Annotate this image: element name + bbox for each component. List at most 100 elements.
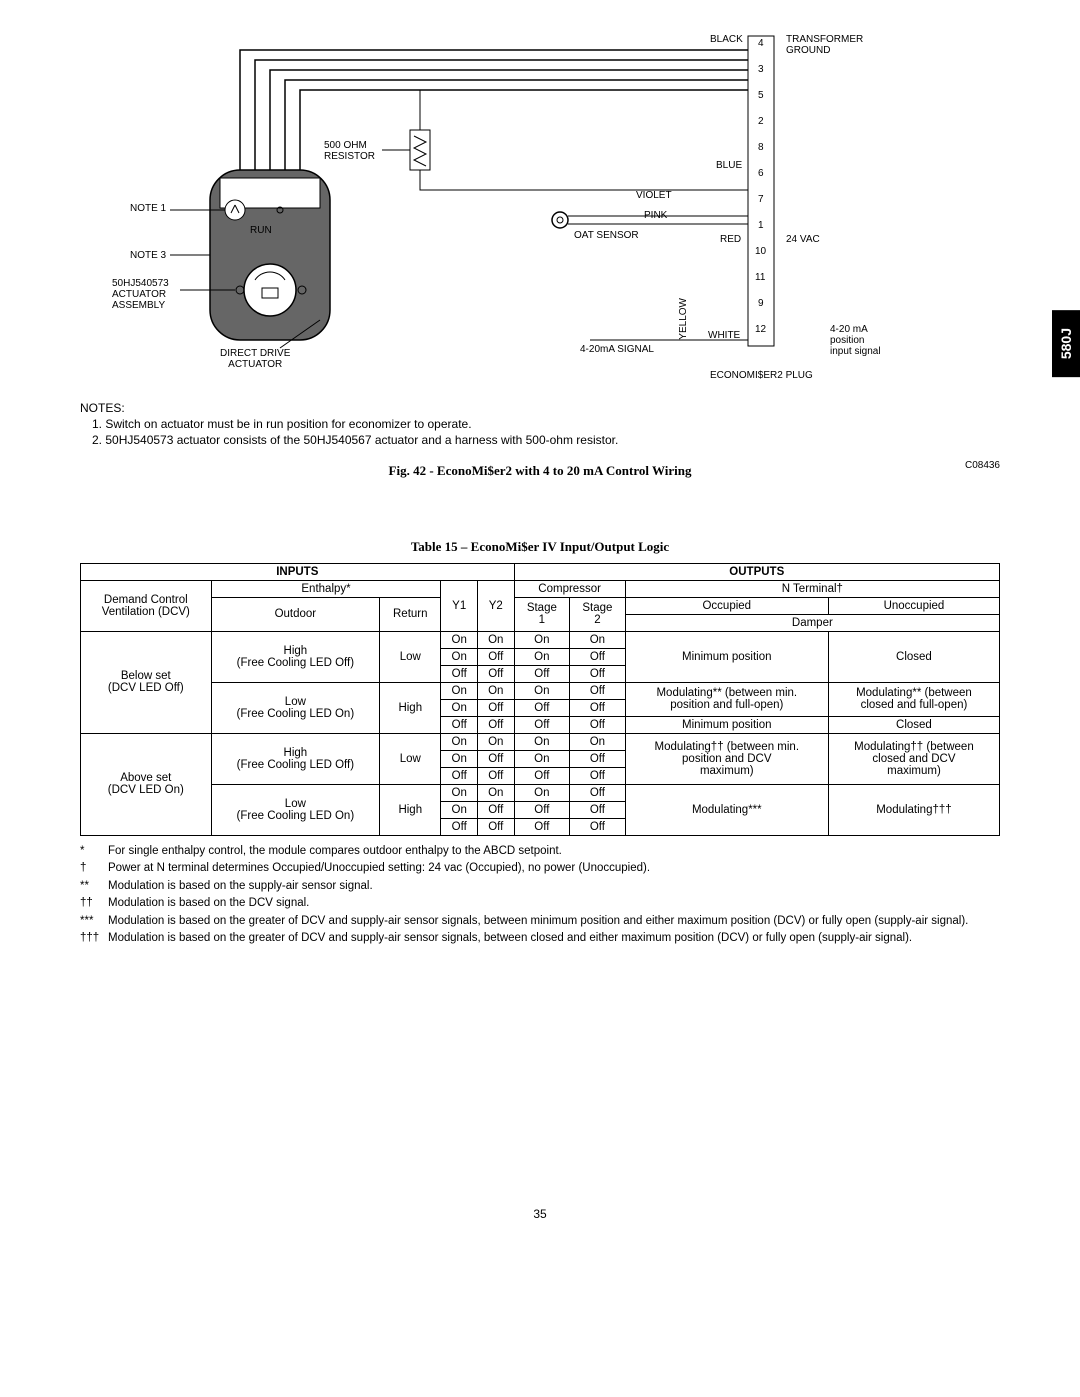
out-mod-closedfull: Modulating** (between closed and full-op… <box>828 682 999 716</box>
cell: On <box>514 648 570 665</box>
cell: Off <box>478 648 515 665</box>
cell: On <box>514 733 570 750</box>
out-mod-sss: Modulating*** <box>625 784 828 835</box>
cell: Off <box>514 767 570 784</box>
cell: Off <box>570 801 626 818</box>
label-420-signal: 4-20mA SIGNAL <box>580 344 654 355</box>
label-note1: NOTE 1 <box>130 203 166 214</box>
term-2: 2 <box>758 116 764 127</box>
cell: Off <box>570 716 626 733</box>
th-unoccupied: Unoccupied <box>828 597 999 614</box>
term-9: 9 <box>758 298 764 309</box>
cell: On <box>570 733 626 750</box>
cell: Off <box>478 818 515 835</box>
label-transformer: TRANSFORMER GROUND <box>786 34 863 56</box>
cell: On <box>441 631 478 648</box>
cell: Off <box>478 750 515 767</box>
grp-high-1: High <box>380 682 441 733</box>
out-closed-2: Closed <box>828 716 999 733</box>
term-1: 1 <box>758 220 764 231</box>
cell: On <box>514 750 570 767</box>
cell: Off <box>514 716 570 733</box>
fn-dblstar: Modulation is based on the supply-air se… <box>108 879 373 895</box>
grp-low-2: Low <box>380 733 441 784</box>
cell: Off <box>478 801 515 818</box>
term-11: 11 <box>755 272 765 283</box>
grp-low-1: Low <box>380 631 441 682</box>
label-red: RED <box>720 234 741 245</box>
out-mod-tt-min: Modulating†† (between min. position and … <box>625 733 828 784</box>
label-direct-drive: DIRECT DRIVE ACTUATOR <box>220 348 290 370</box>
cell: Off <box>514 818 570 835</box>
term-10: 10 <box>755 246 766 257</box>
cell: On <box>514 682 570 699</box>
cell: Off <box>514 801 570 818</box>
cell: On <box>514 784 570 801</box>
term-6: 6 <box>758 168 764 179</box>
cell: Off <box>570 665 626 682</box>
label-pink: PINK <box>644 210 667 221</box>
th-dcv: Demand Control Ventilation (DCV) <box>81 580 212 631</box>
cell: On <box>441 682 478 699</box>
th-stage2: Stage 2 <box>570 597 626 631</box>
cell: On <box>478 682 515 699</box>
term-5: 5 <box>758 90 764 101</box>
grp-low-on-1: Low (Free Cooling LED On) <box>211 682 380 733</box>
label-pos-signal: 4-20 mA position input signal <box>830 324 881 357</box>
label-run: RUN <box>250 225 272 236</box>
fn-dbldagger: Modulation is based on the DCV signal. <box>108 896 309 912</box>
term-8: 8 <box>758 142 764 153</box>
wiring-diagram: NOTE 1 NOTE 3 50HJ540573 ACTUATOR ASSEMB… <box>80 30 1000 390</box>
cell: On <box>441 648 478 665</box>
notes-heading: NOTES: <box>80 400 1000 416</box>
out-minpos-2: Minimum position <box>625 716 828 733</box>
cell: Off <box>570 784 626 801</box>
label-oat: OAT SENSOR <box>574 230 639 241</box>
cell: On <box>478 733 515 750</box>
th-inputs: INPUTS <box>81 563 515 580</box>
figure-caption: Fig. 42 - EconoMi$er2 with 4 to 20 mA Co… <box>80 463 1000 479</box>
cell: On <box>478 631 515 648</box>
out-minpos-1: Minimum position <box>625 631 828 682</box>
cell: Off <box>441 767 478 784</box>
grp-high-2: High <box>380 784 441 835</box>
cell: Off <box>478 767 515 784</box>
grp-below: Below set (DCV LED Off) <box>81 631 212 733</box>
th-compressor: Compressor <box>514 580 625 597</box>
th-outdoor: Outdoor <box>211 597 380 631</box>
cell: Off <box>478 716 515 733</box>
label-24vac: 24 VAC <box>786 234 820 245</box>
th-return: Return <box>380 597 441 631</box>
cell: Off <box>570 682 626 699</box>
table-caption: Table 15 – EconoMi$er IV Input/Output Lo… <box>80 539 1000 555</box>
th-nterm: N Terminal† <box>625 580 999 597</box>
th-occupied: Occupied <box>625 597 828 614</box>
cell: Off <box>570 818 626 835</box>
label-plug: ECONOMI$ER2 PLUG <box>710 370 813 381</box>
th-stage1: Stage 1 <box>514 597 570 631</box>
cell: Off <box>570 648 626 665</box>
note-2: 2. 50HJ540573 actuator consists of the 5… <box>80 432 1000 448</box>
fn-star: For single enthalpy control, the module … <box>108 844 562 860</box>
out-closed-1: Closed <box>828 631 999 682</box>
th-damper: Damper <box>625 614 999 631</box>
fn-dagger: Power at N terminal determines Occupied/… <box>108 861 650 877</box>
label-yellow: YELLOW <box>678 298 689 340</box>
cell: On <box>478 784 515 801</box>
term-7: 7 <box>758 194 764 205</box>
page-number: 35 <box>80 1207 1000 1221</box>
grp-high-off-2: High (Free Cooling LED Off) <box>211 733 380 784</box>
io-logic-table: INPUTS OUTPUTS Demand Control Ventilatio… <box>80 563 1000 836</box>
cell: Off <box>441 818 478 835</box>
out-mod-ttt: Modulating††† <box>828 784 999 835</box>
cell: On <box>570 631 626 648</box>
diagram-notes: NOTES: 1. Switch on actuator must be in … <box>80 400 1000 449</box>
doc-code: C08436 <box>965 460 1000 471</box>
label-black: BLACK <box>710 34 743 45</box>
cell: Off <box>441 716 478 733</box>
cell: On <box>441 733 478 750</box>
cell: Off <box>570 750 626 767</box>
cell: On <box>514 631 570 648</box>
fn-tristar: Modulation is based on the greater of DC… <box>108 914 968 930</box>
grp-above: Above set (DCV LED On) <box>81 733 212 835</box>
